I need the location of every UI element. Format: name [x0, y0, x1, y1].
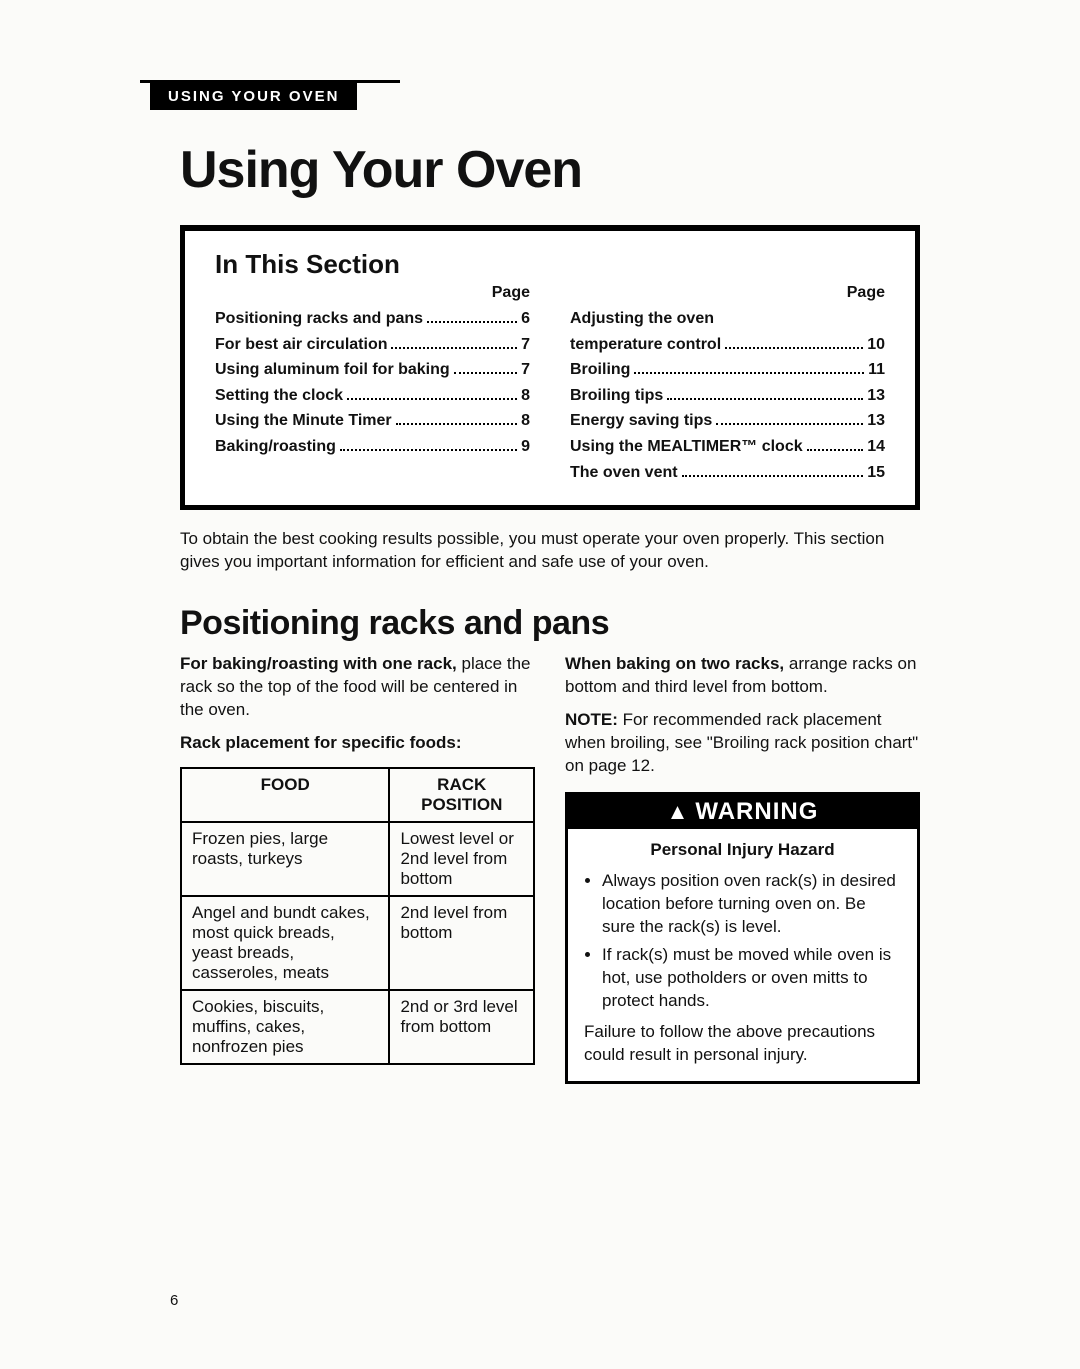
- warning-body: Personal Injury Hazard Always position o…: [568, 829, 917, 1081]
- toc-page: 7: [521, 332, 530, 358]
- table-cell: Angel and bundt cakes, most quick breads…: [181, 896, 389, 990]
- toc-page: 8: [521, 383, 530, 409]
- one-rack-paragraph: For baking/roasting with one rack, place…: [180, 653, 535, 722]
- toc-entry: Energy saving tips 13: [570, 408, 885, 434]
- toc-page: 8: [521, 408, 530, 434]
- toc-columns: Page Positioning racks and pans6For best…: [215, 284, 885, 485]
- toc-dots: [725, 347, 863, 349]
- toc-page: 15: [867, 460, 885, 486]
- toc-entry: Positioning racks and pans 6: [215, 306, 530, 332]
- warning-footer: Failure to follow the above precautions …: [584, 1021, 901, 1067]
- toc-heading: In This Section: [215, 249, 885, 280]
- table-cell: 2nd level from bottom: [389, 896, 534, 990]
- toc-entry: Broiling tips 13: [570, 383, 885, 409]
- toc-page: 11: [868, 357, 885, 383]
- table-cell: Cookies, biscuits, muffins, cakes, nonfr…: [181, 990, 389, 1064]
- toc-entry: Broiling 11: [570, 357, 885, 383]
- toc-dots: [454, 372, 517, 374]
- toc-entry: Adjusting the oventemperature control 10: [570, 306, 885, 357]
- page-number: 6: [170, 1292, 178, 1309]
- toc-entry: Using the Minute Timer 8: [215, 408, 530, 434]
- rack-table: FOOD RACK POSITION Frozen pies, large ro…: [180, 767, 535, 1065]
- section-label-bar: USING YOUR OVEN: [140, 80, 400, 110]
- toc-label: Adjusting the oven: [570, 306, 885, 332]
- toc-dots: [682, 475, 864, 477]
- toc-dots: [716, 423, 863, 425]
- toc-entry: Setting the clock 8: [215, 383, 530, 409]
- warning-box: ▲WARNING Personal Injury Hazard Always p…: [565, 792, 920, 1084]
- table-cell: Lowest level or 2nd level from bottom: [389, 822, 534, 896]
- section-label: USING YOUR OVEN: [150, 83, 357, 110]
- two-racks-paragraph: When baking on two racks, arrange racks …: [565, 653, 920, 699]
- toc-page: 7: [521, 357, 530, 383]
- warning-subhead: Personal Injury Hazard: [584, 839, 901, 862]
- toc-dots: [391, 347, 517, 349]
- table-cell: 2nd or 3rd level from bottom: [389, 990, 534, 1064]
- toc-dots: [340, 449, 517, 451]
- intro-paragraph: To obtain the best cooking results possi…: [180, 528, 920, 574]
- toc-page: 14: [867, 434, 885, 460]
- warning-header: ▲WARNING: [568, 795, 917, 829]
- toc-label: temperature control: [570, 332, 721, 358]
- table-col-position: RACK POSITION: [389, 768, 534, 822]
- toc-page-label-left: Page: [215, 284, 530, 302]
- toc-dots: [396, 423, 517, 425]
- positioning-columns: For baking/roasting with one rack, place…: [180, 653, 920, 1084]
- table-row: Cookies, biscuits, muffins, cakes, nonfr…: [181, 990, 534, 1064]
- toc-dots: [347, 398, 517, 400]
- toc-dots: [427, 321, 517, 323]
- toc-right-col: Page Adjusting the oventemperature contr…: [570, 284, 885, 485]
- toc-label: Using the Minute Timer: [215, 408, 392, 434]
- toc-entry: Using aluminum foil for baking 7: [215, 357, 530, 383]
- warning-icon: ▲: [667, 799, 690, 825]
- positioning-left: For baking/roasting with one rack, place…: [180, 653, 535, 1084]
- page-title: Using Your Oven: [180, 140, 960, 200]
- toc-label: Energy saving tips: [570, 408, 712, 434]
- toc-label: Broiling: [570, 357, 630, 383]
- toc-left-col: Page Positioning racks and pans6For best…: [215, 284, 530, 485]
- positioning-right: When baking on two racks, arrange racks …: [565, 653, 920, 1084]
- positioning-heading: Positioning racks and pans: [180, 604, 960, 643]
- toc-page-label-right: Page: [570, 284, 885, 302]
- toc-entry: Using the MEALTIMER™ clock 14: [570, 434, 885, 460]
- toc-entry: Baking/roasting 9: [215, 434, 530, 460]
- warning-bullet: If rack(s) must be moved while oven is h…: [602, 944, 901, 1013]
- toc-dots: [807, 449, 864, 451]
- warning-bullet: Always position oven rack(s) in desired …: [602, 870, 901, 939]
- toc-page: 13: [867, 383, 885, 409]
- toc-entry: The oven vent 15: [570, 460, 885, 486]
- toc-label: Baking/roasting: [215, 434, 336, 460]
- toc-page: 9: [521, 434, 530, 460]
- one-rack-lead: For baking/roasting with one rack,: [180, 654, 457, 673]
- table-col-food: FOOD: [181, 768, 389, 822]
- toc-box: In This Section Page Positioning racks a…: [180, 225, 920, 510]
- two-racks-lead: When baking on two racks,: [565, 654, 784, 673]
- toc-dots: [667, 398, 863, 400]
- warning-header-text: WARNING: [695, 798, 818, 825]
- toc-dots: [634, 372, 864, 374]
- note-rest: For recommended rack placement when broi…: [565, 710, 918, 775]
- note-paragraph: NOTE: For recommended rack placement whe…: [565, 709, 920, 778]
- toc-label: Positioning racks and pans: [215, 306, 423, 332]
- toc-label: For best air circulation: [215, 332, 387, 358]
- table-row: Angel and bundt cakes, most quick breads…: [181, 896, 534, 990]
- toc-page: 10: [867, 332, 885, 358]
- toc-entry: For best air circulation 7: [215, 332, 530, 358]
- toc-label: Setting the clock: [215, 383, 343, 409]
- rack-placement-label: Rack placement for specific foods:: [180, 732, 535, 755]
- toc-label: Using the MEALTIMER™ clock: [570, 434, 803, 460]
- warning-list: Always position oven rack(s) in desired …: [584, 870, 901, 1014]
- table-header-row: FOOD RACK POSITION: [181, 768, 534, 822]
- manual-page: USING YOUR OVEN Using Your Oven In This …: [0, 0, 1080, 1369]
- toc-page: 6: [521, 306, 530, 332]
- toc-label: The oven vent: [570, 460, 678, 486]
- toc-page: 13: [867, 408, 885, 434]
- note-lead: NOTE:: [565, 710, 618, 729]
- table-row: Frozen pies, large roasts, turkeysLowest…: [181, 822, 534, 896]
- toc-label: Using aluminum foil for baking: [215, 357, 450, 383]
- toc-label: Broiling tips: [570, 383, 663, 409]
- table-cell: Frozen pies, large roasts, turkeys: [181, 822, 389, 896]
